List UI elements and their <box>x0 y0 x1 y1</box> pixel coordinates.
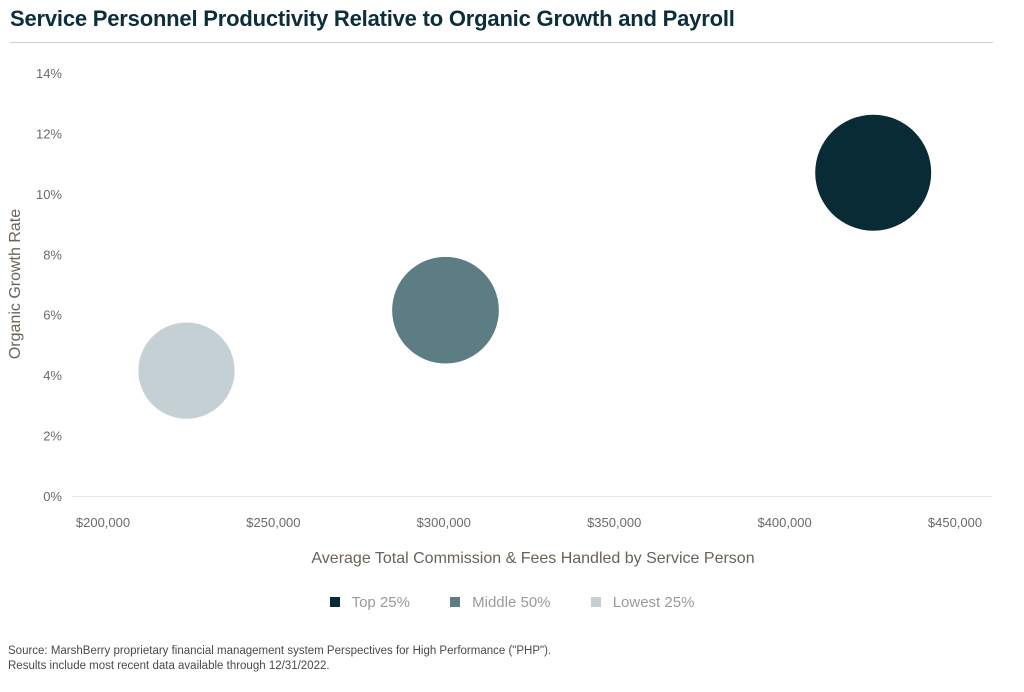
legend-swatch-top <box>329 597 340 607</box>
bubble-middle-50[interactable] <box>392 256 499 364</box>
y-axis-ticks: 0% 2% 4% 6% 8% 10% 12% 14% <box>36 66 62 504</box>
x-tick-label: $450,000 <box>928 515 982 530</box>
bubble-chart: 0% 2% 4% 6% 8% 10% 12% 14% $200,000 $250,000 $300… <box>7 66 992 567</box>
x-axis-title: Average Total Commission & Fees Handled … <box>311 550 754 567</box>
x-tick-label: $350,000 <box>587 515 641 530</box>
legend-item-middle[interactable]: Middle 50% <box>450 594 551 611</box>
legend-label-top: Top 25% <box>351 594 410 611</box>
y-tick-label: 6% <box>43 308 62 323</box>
x-tick-label: $250,000 <box>246 515 300 530</box>
y-tick-label: 0% <box>43 489 62 504</box>
x-tick-label: $300,000 <box>417 515 471 530</box>
x-tick-label: $400,000 <box>757 515 811 530</box>
source-line-2: Results include most recent data availab… <box>8 660 330 672</box>
y-tick-label: 2% <box>43 429 62 444</box>
source-line-1: Source: MarshBerry proprietary financial… <box>8 645 552 657</box>
legend-item-lowest[interactable]: Lowest 25% <box>590 594 695 611</box>
chart-legend: Top 25% Middle 50% Lowest 25% <box>0 594 1024 611</box>
legend-swatch-middle <box>450 597 461 607</box>
bubble-lowest-25[interactable] <box>138 322 235 419</box>
y-tick-label: 8% <box>43 247 62 262</box>
legend-swatch-lowest <box>590 597 601 607</box>
y-tick-label: 10% <box>36 187 62 202</box>
y-tick-label: 4% <box>43 368 62 383</box>
legend-label-lowest: Lowest 25% <box>612 594 695 611</box>
bubble-series <box>138 114 932 419</box>
legend-item-top[interactable]: Top 25% <box>329 594 410 611</box>
x-tick-label: $200,000 <box>76 515 130 530</box>
source-note: Source: MarshBerry proprietary financial… <box>8 644 551 674</box>
y-tick-label: 14% <box>36 66 62 81</box>
x-axis-ticks: $200,000 $250,000 $300,000 $350,000 $400,000… <box>76 515 982 530</box>
legend-label-middle: Middle 50% <box>472 594 551 611</box>
y-axis-title: Organic Growth Rate <box>7 209 24 359</box>
chart-title: Service Personnel Productivity Relative … <box>10 6 735 31</box>
bubble-top-25[interactable] <box>815 114 932 231</box>
y-tick-label: 12% <box>36 126 62 141</box>
title-divider <box>10 42 993 43</box>
